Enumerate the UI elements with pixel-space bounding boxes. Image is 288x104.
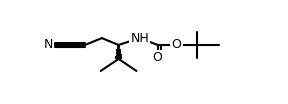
Text: N: N [43, 38, 53, 51]
Text: O: O [153, 51, 163, 64]
Text: NH: NH [130, 32, 149, 45]
Text: O: O [172, 38, 181, 51]
